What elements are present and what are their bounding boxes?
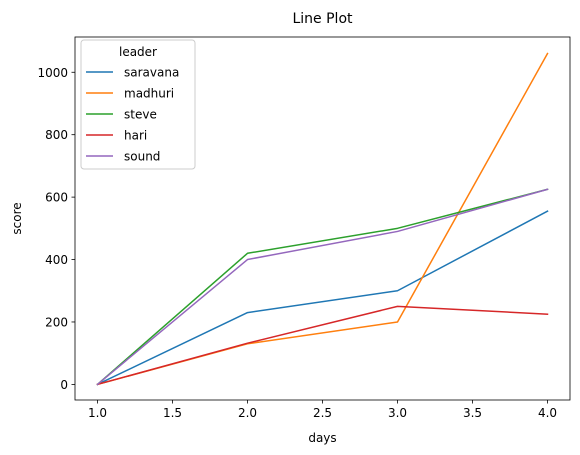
series-line-sound bbox=[96, 188, 549, 386]
x-tick-label: 2.0 bbox=[238, 406, 257, 420]
x-tick-label: 2.5 bbox=[313, 406, 332, 420]
y-tick-label: 1000 bbox=[37, 66, 68, 80]
legend: leader saravana madhuri steve hari sound bbox=[80, 39, 196, 170]
x-tick-label: 3.0 bbox=[388, 406, 407, 420]
y-tick-label: 0 bbox=[60, 378, 68, 392]
y-tick-label: 800 bbox=[45, 128, 68, 142]
chart-title: Line Plot bbox=[292, 11, 353, 27]
x-tick-label: 3.5 bbox=[463, 406, 482, 420]
legend-label-hari: hari bbox=[124, 129, 147, 143]
series-line-steve bbox=[96, 188, 549, 386]
x-tick-label: 4.0 bbox=[538, 406, 557, 420]
y-tick-label: 200 bbox=[45, 315, 68, 329]
series-line-saravana bbox=[96, 210, 549, 386]
legend-label-saravana: saravana bbox=[124, 66, 179, 80]
legend-label-madhuri: madhuri bbox=[124, 87, 174, 101]
y-axis-label: score bbox=[10, 202, 24, 234]
series-line-hari bbox=[96, 305, 549, 386]
y-tick-label: 600 bbox=[45, 191, 68, 205]
legend-title: leader bbox=[119, 45, 157, 59]
x-tick-label: 1.5 bbox=[163, 406, 182, 420]
legend-label-steve: steve bbox=[124, 108, 157, 122]
x-tick-label: 1.0 bbox=[88, 406, 107, 420]
legend-label-sound: sound bbox=[124, 150, 160, 164]
y-tick-label: 400 bbox=[45, 253, 68, 267]
x-axis-label: days bbox=[308, 431, 336, 445]
